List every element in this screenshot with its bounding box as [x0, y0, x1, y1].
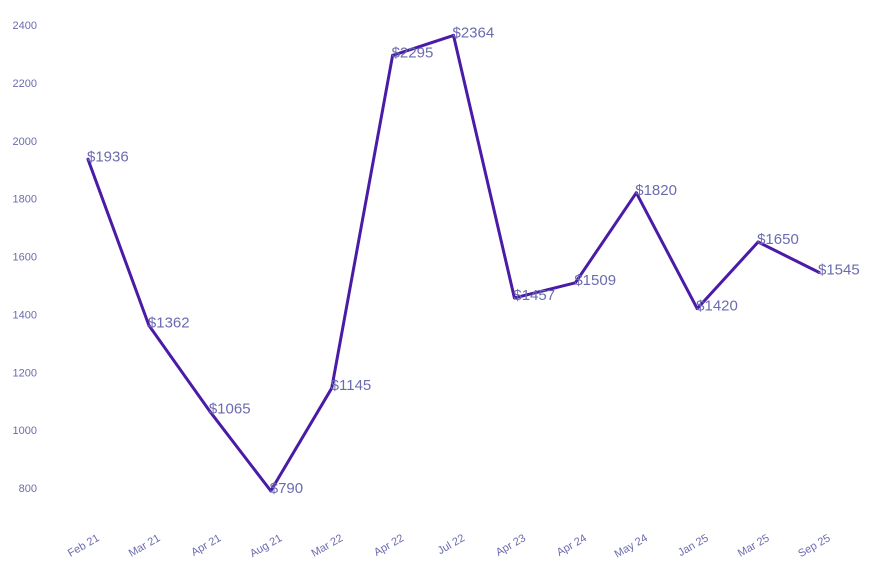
y-tick-label: 1400 — [13, 309, 37, 321]
data-point — [208, 409, 212, 413]
data-label: $1457 — [513, 287, 555, 304]
data-point — [512, 296, 516, 300]
data-label: $2364 — [453, 24, 495, 41]
data-point — [330, 386, 334, 390]
data-point — [269, 489, 273, 493]
series-line — [86, 33, 821, 493]
x-tick-label: Apr 22 — [372, 532, 406, 559]
x-tick-label: Mar 25 — [736, 532, 772, 560]
data-label: $1145 — [331, 377, 372, 394]
y-axis: 800 1000 1200 1400 1600 1800 2000 2200 2400 — [13, 20, 37, 495]
x-tick-label: Mar 21 — [127, 532, 163, 560]
series-layer — [86, 33, 821, 493]
y-tick-label: 1200 — [13, 367, 37, 379]
y-tick-label: 800 — [19, 483, 37, 495]
y-tick-label: 2000 — [13, 136, 37, 148]
data-label: $1650 — [757, 231, 799, 248]
data-label: $2295 — [392, 44, 434, 61]
y-tick-label: 2400 — [13, 20, 37, 32]
y-tick-label: 2200 — [13, 78, 37, 90]
data-point — [147, 323, 151, 327]
x-tick-label: Jul 22 — [436, 532, 467, 557]
y-tick-label: 1800 — [13, 194, 37, 206]
data-label: $1820 — [635, 182, 677, 199]
x-tick-label: Sep 25 — [796, 532, 832, 560]
y-tick-label: 1600 — [13, 252, 37, 264]
data-label: $1936 — [87, 148, 129, 165]
x-tick-label: Jan 25 — [676, 532, 711, 559]
x-tick-label: Mar 22 — [310, 532, 346, 560]
data-label: $1509 — [574, 272, 616, 289]
data-label: $1420 — [696, 298, 738, 315]
data-label: $1545 — [818, 261, 860, 278]
data-point — [86, 157, 90, 161]
x-tick-label: Feb 21 — [66, 532, 102, 560]
x-tick-label: Apr 21 — [189, 532, 223, 559]
data-point — [391, 53, 395, 57]
x-tick-label: Aug 21 — [248, 532, 284, 560]
data-point — [573, 281, 577, 285]
data-point — [817, 270, 821, 274]
x-tick-label: Apr 24 — [555, 532, 589, 559]
data-label: $790 — [270, 480, 303, 497]
data-point — [756, 240, 760, 244]
data-point — [634, 191, 638, 195]
x-axis: Feb 21 Mar 21 Apr 21 Aug 21 Mar 22 Apr 22 Jul … — [66, 532, 833, 560]
x-tick-label: Apr 23 — [494, 532, 528, 559]
data-label: $1362 — [148, 314, 190, 331]
data-point — [695, 307, 699, 311]
data-point — [452, 33, 455, 37]
data-label: $1065 — [209, 400, 251, 417]
x-tick-label: May 24 — [613, 532, 650, 560]
y-tick-label: 1000 — [13, 425, 37, 437]
data-label-layer: $1936 $1362 $1065 $790 $1145 $2295 $2364 $1457 $… — [87, 24, 860, 496]
